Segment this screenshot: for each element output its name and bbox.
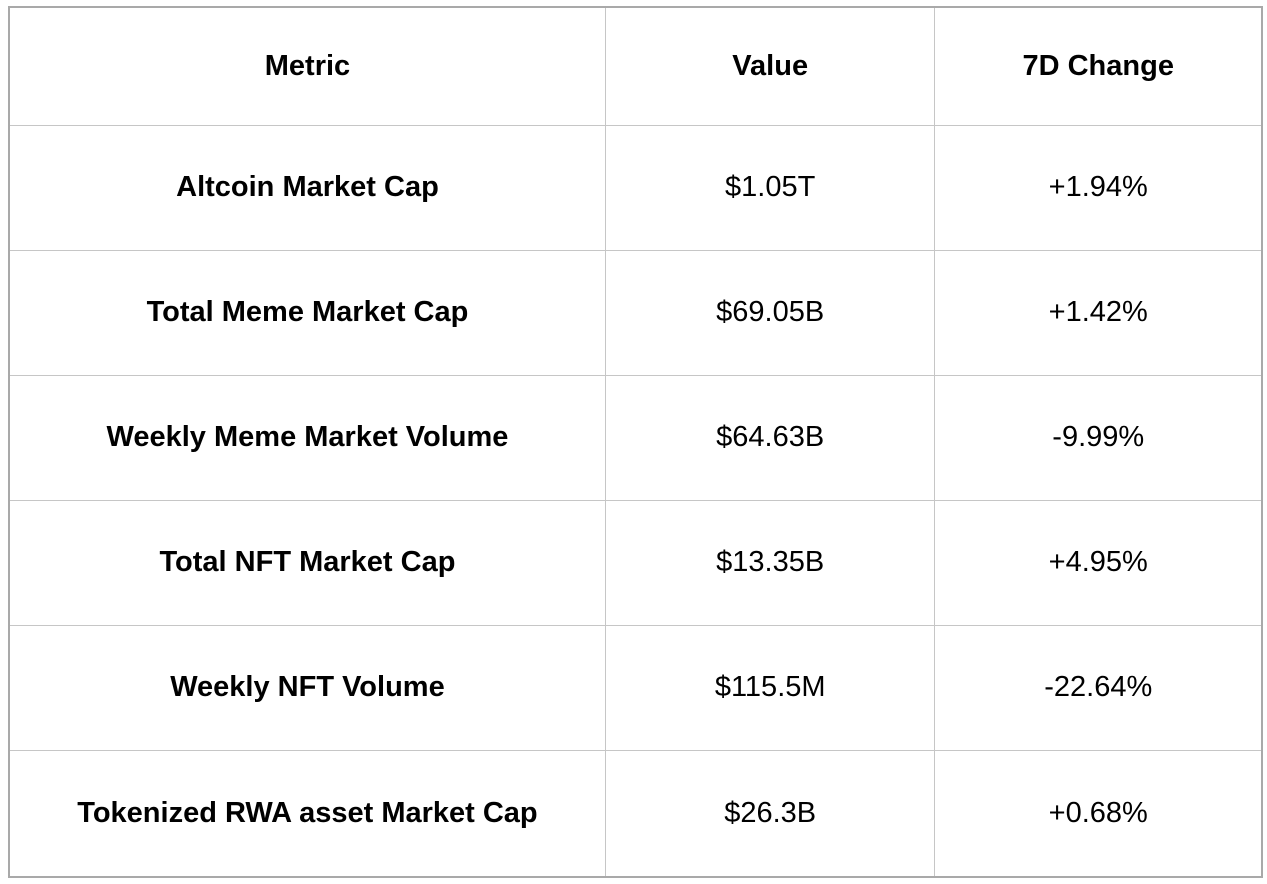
value-cell: $69.05B bbox=[604, 249, 936, 376]
table-row: Weekly Meme Market Volume $64.63B -9.99% bbox=[8, 374, 1263, 501]
column-header-7d-change: 7D Change bbox=[934, 6, 1263, 126]
metric-cell: Total Meme Market Cap bbox=[8, 249, 606, 376]
change-cell: +1.42% bbox=[934, 249, 1263, 376]
table-row: Weekly NFT Volume $115.5M -22.64% bbox=[8, 624, 1263, 751]
change-cell: +4.95% bbox=[934, 499, 1263, 626]
metric-cell: Tokenized RWA asset Market Cap bbox=[8, 749, 606, 878]
value-cell: $115.5M bbox=[604, 624, 936, 751]
metric-cell: Weekly NFT Volume bbox=[8, 624, 606, 751]
crypto-metrics-table: Metric Value 7D Change Altcoin Market Ca… bbox=[8, 6, 1263, 878]
table-header: Metric Value 7D Change bbox=[8, 6, 1263, 126]
metric-cell: Altcoin Market Cap bbox=[8, 124, 606, 251]
value-cell: $26.3B bbox=[604, 749, 936, 878]
column-header-metric: Metric bbox=[8, 6, 606, 126]
metric-cell: Total NFT Market Cap bbox=[8, 499, 606, 626]
change-cell: -9.99% bbox=[934, 374, 1263, 501]
table-row: Tokenized RWA asset Market Cap $26.3B +0… bbox=[8, 749, 1263, 878]
table-body: Altcoin Market Cap $1.05T +1.94% Total M… bbox=[8, 124, 1263, 878]
value-cell: $13.35B bbox=[604, 499, 936, 626]
value-cell: $1.05T bbox=[604, 124, 936, 251]
change-cell: +0.68% bbox=[934, 749, 1263, 878]
table-row: Total Meme Market Cap $69.05B +1.42% bbox=[8, 249, 1263, 376]
change-cell: -22.64% bbox=[934, 624, 1263, 751]
metric-cell: Weekly Meme Market Volume bbox=[8, 374, 606, 501]
value-cell: $64.63B bbox=[604, 374, 936, 501]
column-header-value: Value bbox=[604, 6, 936, 126]
table-row: Altcoin Market Cap $1.05T +1.94% bbox=[8, 124, 1263, 251]
change-cell: +1.94% bbox=[934, 124, 1263, 251]
header-row: Metric Value 7D Change bbox=[8, 6, 1263, 126]
table-row: Total NFT Market Cap $13.35B +4.95% bbox=[8, 499, 1263, 626]
